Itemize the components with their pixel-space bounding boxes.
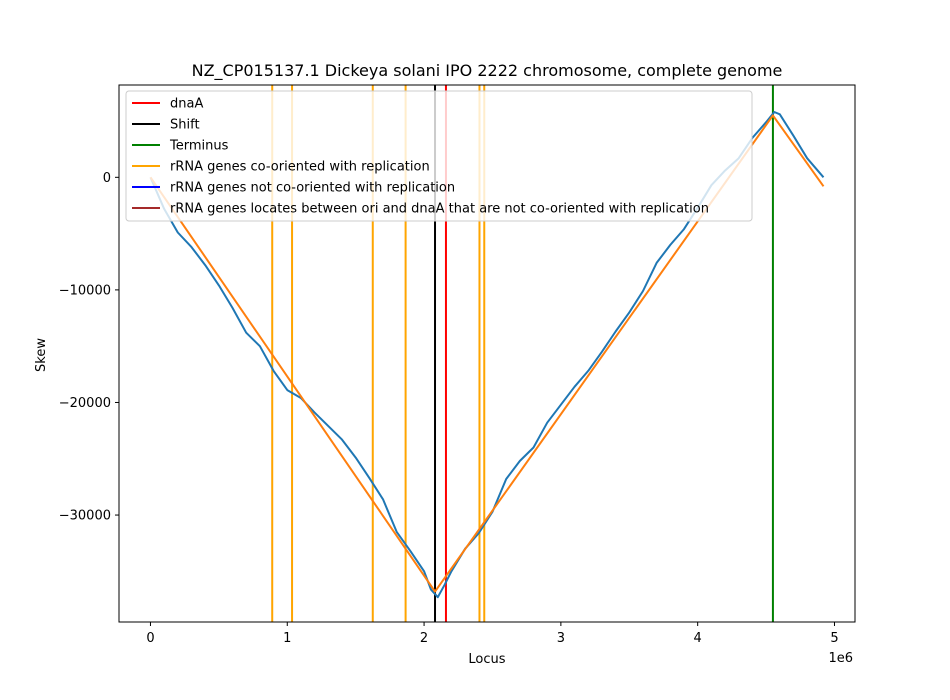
- legend-box: [125, 90, 753, 222]
- y-axis: 0 −10000 −20000 −30000: [59, 171, 119, 524]
- legend-label: Terminus: [169, 139, 229, 154]
- legend-label: Shift: [170, 118, 200, 133]
- chart-title: NZ_CP015137.1 Dickeya solani IPO 2222 ch…: [192, 61, 783, 81]
- y-tick-label: −20000: [59, 396, 111, 411]
- x-tick-label: 3: [557, 631, 565, 646]
- legend-label: rRNA genes co-oriented with replication: [170, 160, 430, 175]
- x-tick-label: 4: [694, 631, 702, 646]
- x-tick-label: 2: [420, 631, 428, 646]
- x-tick-label: 5: [830, 631, 838, 646]
- x-axis: 0 1 2 3 4 5: [146, 622, 839, 646]
- legend-label: dnaA: [170, 97, 203, 112]
- y-axis-label: Skew: [34, 338, 49, 372]
- legend-label: rRNA genes not co-oriented with replicat…: [170, 181, 455, 196]
- y-tick-label: 0: [103, 171, 111, 186]
- legend: dnaA Shift Terminus rRNA genes co-oriented …: [125, 90, 753, 222]
- x-axis-label: Locus: [468, 652, 505, 667]
- x-axis-offset-label: 1e6: [828, 651, 853, 666]
- x-tick-label: 1: [283, 631, 291, 646]
- x-tick-label: 0: [146, 631, 154, 646]
- legend-label: rRNA genes locates between ori and dnaA …: [170, 202, 709, 217]
- plot-frame: [118, 84, 856, 623]
- y-tick-label: −30000: [59, 509, 111, 524]
- series-line-1: [149, 114, 825, 593]
- y-tick-label: −10000: [59, 283, 111, 298]
